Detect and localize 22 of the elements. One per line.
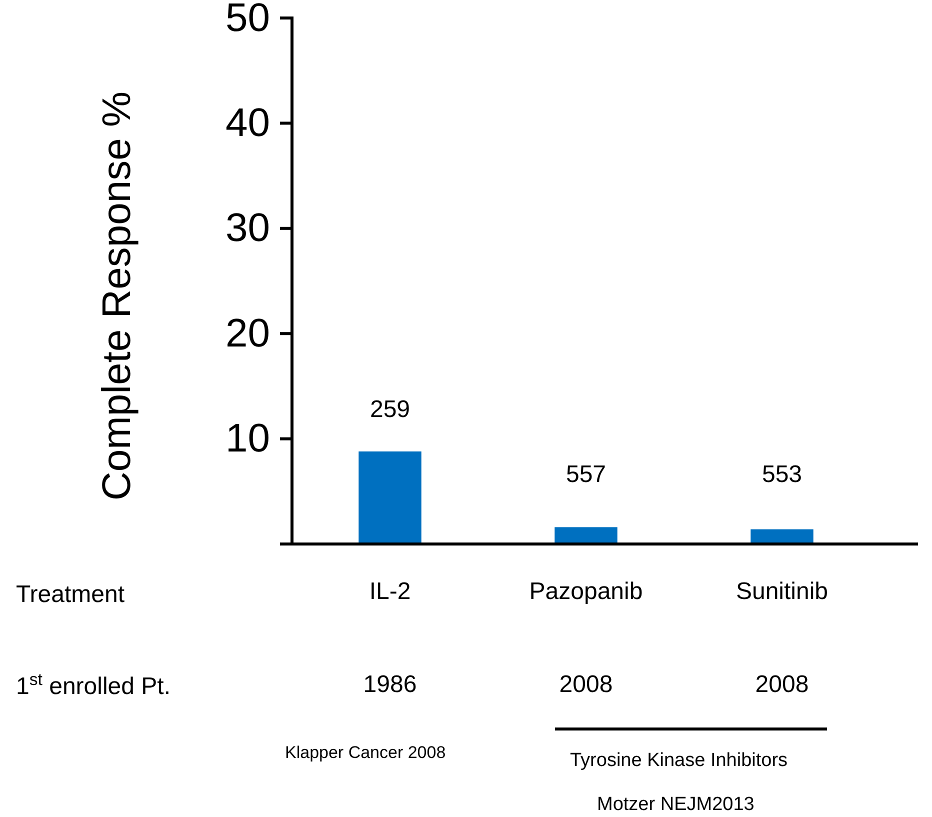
text: 1986: [363, 671, 417, 698]
y-tick-label: 10: [226, 416, 270, 461]
text: Motzer NEJM2013: [597, 794, 754, 815]
annotation: 553: [762, 461, 802, 488]
y-tick-label: 40: [226, 101, 270, 145]
text: 2008: [755, 671, 809, 698]
y-tick-label: 50: [226, 0, 270, 40]
x-tick-label: Pazopanib: [529, 578, 643, 606]
text: Tyrosine Kinase Inhibitors: [570, 750, 788, 771]
text: 1$^{st}$ enrolled Pt.: [16, 670, 170, 700]
y-tick-label: 30: [226, 206, 270, 250]
x-tick-label: IL-2: [369, 578, 411, 606]
y-tick-label: 20: [226, 311, 270, 356]
text: 2008: [559, 671, 613, 698]
annotation: 557: [566, 461, 606, 488]
y-axis-title: Complete Response %: [95, 91, 139, 501]
bar: [554, 527, 618, 544]
x-tick-label: Sunitinib: [736, 578, 828, 606]
x-axis-title: Treatment: [16, 581, 125, 608]
annotation: 259: [370, 396, 410, 423]
bar: [358, 451, 422, 544]
text: Klapper Cancer 2008: [285, 743, 446, 762]
